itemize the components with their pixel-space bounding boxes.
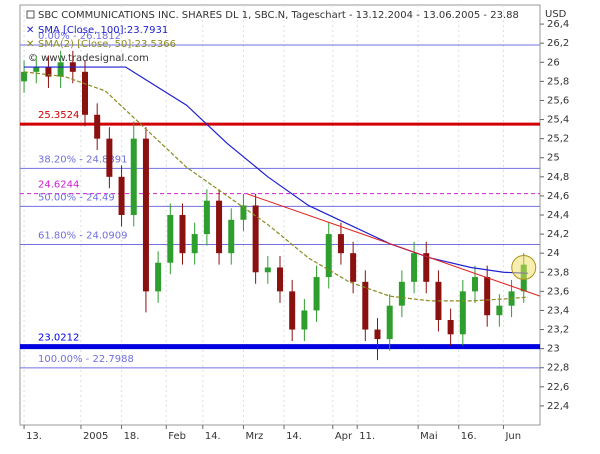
highlight-circle bbox=[511, 255, 537, 280]
candle-body bbox=[325, 234, 332, 278]
level-label: 50.00% - 24.49 bbox=[38, 192, 115, 203]
candle-body bbox=[398, 281, 405, 306]
y-tick-label: 25,6 bbox=[547, 95, 569, 106]
candle-body bbox=[447, 320, 454, 335]
x-tick-label: 14. bbox=[286, 431, 302, 442]
y-tick-label: 24,6 bbox=[547, 191, 569, 202]
candle-body bbox=[203, 200, 210, 235]
x-tick-label: 13. bbox=[26, 431, 42, 442]
y-tick-label: 24,8 bbox=[547, 172, 569, 183]
y-tick-label: 23,8 bbox=[547, 267, 569, 278]
x-tick-label: Mai bbox=[420, 431, 438, 442]
legend-entry: SMA(2) [Close, 50]:23.5366 bbox=[38, 39, 176, 50]
plot-frame bbox=[19, 4, 541, 426]
x-tick-label: 2005 bbox=[83, 431, 108, 442]
currency: USD bbox=[545, 9, 567, 20]
y-tick-label: 26 bbox=[547, 57, 560, 68]
candle-body bbox=[33, 67, 40, 72]
candle-body bbox=[411, 253, 418, 282]
candle-body bbox=[228, 219, 235, 254]
candle-body bbox=[252, 205, 259, 273]
level-label: 100.00% - 22.7988 bbox=[38, 354, 134, 365]
x-tick-label: 11. bbox=[359, 431, 375, 442]
candle-body bbox=[386, 305, 393, 340]
y-tick-label: 25,8 bbox=[547, 76, 569, 87]
candle-body bbox=[289, 291, 296, 330]
sma-line bbox=[24, 66, 528, 274]
candle-body bbox=[337, 234, 344, 254]
level-label: 24.6244 bbox=[38, 180, 79, 191]
source: © www.tradesignal.com bbox=[28, 53, 149, 64]
candle-body bbox=[496, 305, 503, 316]
y-tick-label: 24,2 bbox=[547, 229, 569, 240]
candle-body bbox=[472, 277, 478, 292]
x-tick-label: 14. bbox=[205, 431, 221, 442]
candle-body bbox=[301, 310, 308, 330]
x-tick-label: Feb bbox=[168, 431, 186, 442]
candle-body bbox=[264, 267, 271, 273]
candle-body bbox=[313, 277, 320, 311]
candle-body bbox=[179, 215, 186, 254]
candle-body bbox=[94, 114, 101, 139]
level-label: 0.00% - 26.1812 bbox=[38, 31, 121, 42]
level-label: 38.20% - 24.8891 bbox=[38, 154, 127, 165]
candle-body bbox=[45, 67, 52, 77]
candle-body bbox=[142, 138, 149, 292]
y-tick-label: 22,6 bbox=[547, 382, 569, 393]
sma-line bbox=[23, 71, 528, 302]
candle-body bbox=[167, 215, 174, 263]
x-tick-label: 18. bbox=[124, 431, 140, 442]
candle-body bbox=[374, 329, 381, 340]
legend-entry: SMA [Close, 100]:23.7931 bbox=[38, 25, 168, 36]
x-tick-label: 16. bbox=[461, 431, 477, 442]
y-tick-label: 25,2 bbox=[547, 134, 569, 145]
candle-body bbox=[82, 71, 88, 115]
y-tick-label: 26,4 bbox=[547, 19, 569, 30]
y-tick-label: 25,4 bbox=[547, 115, 569, 126]
y-tick-label: 26,2 bbox=[547, 38, 569, 49]
candle-body bbox=[155, 262, 162, 292]
legend-icon: ✕ bbox=[26, 25, 34, 36]
y-tick-label: 23,6 bbox=[547, 286, 569, 297]
y-tick-label: 23,2 bbox=[547, 325, 569, 336]
level-label: 61.80% - 24.0909 bbox=[38, 231, 127, 242]
trendline bbox=[247, 193, 541, 297]
legend-icon: ✕ bbox=[26, 39, 34, 50]
y-tick-label: 23,4 bbox=[547, 305, 569, 316]
candle-body bbox=[191, 234, 198, 254]
y-tick-label: 22,4 bbox=[547, 401, 569, 412]
candle-body bbox=[350, 253, 357, 282]
x-tick-label: Jun bbox=[504, 431, 521, 442]
x-tick-label: Mrz bbox=[245, 431, 263, 442]
candle-body bbox=[216, 200, 223, 254]
y-tick-label: 23 bbox=[547, 344, 560, 355]
candle-body bbox=[484, 277, 491, 316]
y-tick-label: 24 bbox=[547, 248, 560, 259]
candle-body bbox=[130, 138, 137, 215]
y-tick-label: 22,8 bbox=[547, 363, 569, 374]
x-tick-label: Apr bbox=[335, 431, 353, 442]
level-label: 23.0212 bbox=[38, 333, 79, 344]
candle-body bbox=[118, 176, 125, 215]
candle-body bbox=[240, 205, 247, 220]
candle-body bbox=[106, 138, 113, 177]
y-tick-label: 24,4 bbox=[547, 210, 569, 221]
y-tick-label: 25 bbox=[547, 153, 560, 164]
chart-title: SBC COMMUNICATIONS INC. SHARES DL 1, SBC… bbox=[38, 10, 519, 21]
candle-body bbox=[362, 281, 369, 330]
legend-icon bbox=[26, 10, 35, 19]
candle-body bbox=[21, 71, 28, 82]
level-label: 25.3524 bbox=[38, 110, 79, 121]
candle-body bbox=[423, 253, 430, 282]
candle-body bbox=[57, 62, 64, 77]
candle-body bbox=[277, 267, 283, 292]
candle-body bbox=[459, 291, 466, 335]
